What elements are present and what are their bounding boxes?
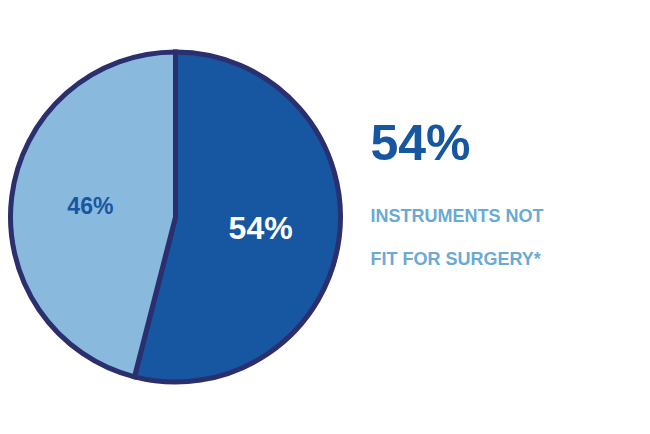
- svg-text:54%: 54%: [229, 210, 293, 246]
- html-text:INSTRUMENTS NOT: INSTRUMENTS NOT: [370, 206, 544, 227]
- svg-text:46%: 46%: [67, 193, 113, 219]
- html-text:54%: 54%: [370, 114, 471, 171]
- html-text:FIT FOR SURGERY*: FIT FOR SURGERY*: [370, 249, 541, 270]
